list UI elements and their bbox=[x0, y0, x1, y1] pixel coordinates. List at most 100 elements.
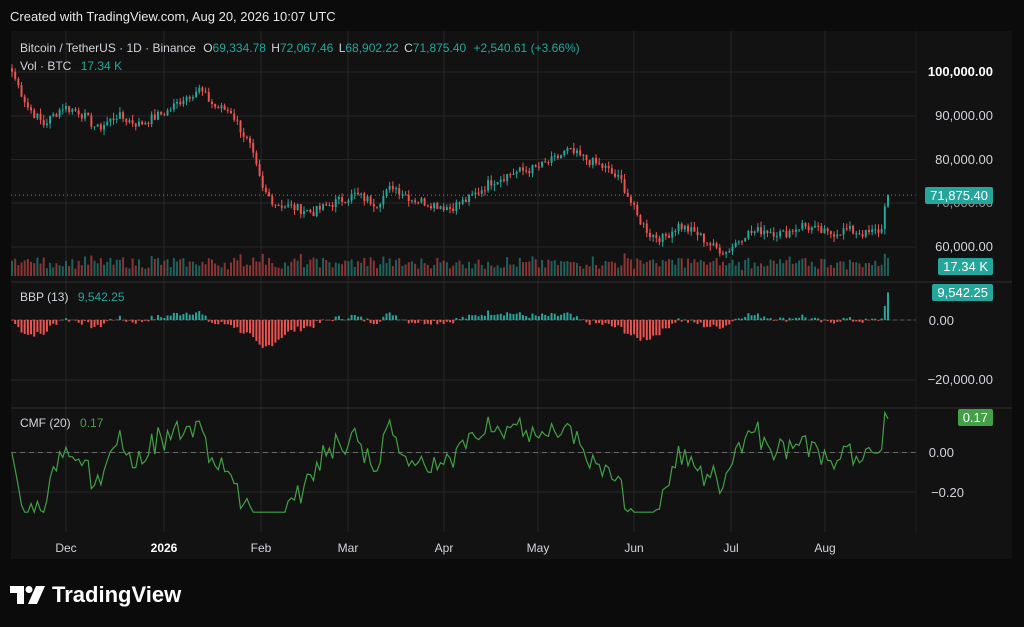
volume-bar bbox=[99, 258, 102, 276]
candle-body bbox=[550, 156, 553, 163]
volume-bar bbox=[214, 263, 217, 276]
volume-bar bbox=[42, 257, 45, 276]
tradingview-logo[interactable]: TradingView bbox=[10, 582, 181, 608]
candle-body bbox=[721, 253, 724, 255]
volume-bar bbox=[455, 262, 458, 276]
candle-body bbox=[826, 228, 829, 232]
bbp-bar bbox=[150, 315, 153, 320]
volume-bar bbox=[728, 263, 731, 276]
bbp-bar bbox=[839, 320, 842, 322]
bbp-bar bbox=[455, 317, 458, 320]
candle-body bbox=[429, 205, 432, 209]
volume-bar bbox=[715, 258, 718, 276]
volume-legend[interactable]: Vol · BTC 17.34 K bbox=[20, 59, 122, 73]
candle-body bbox=[648, 232, 651, 237]
candle-body bbox=[566, 147, 569, 151]
volume-bar bbox=[417, 268, 420, 276]
volume-bar bbox=[182, 258, 185, 276]
bbp-bar bbox=[671, 320, 674, 324]
bbp-bar bbox=[544, 314, 547, 320]
candle-body bbox=[404, 194, 407, 196]
volume-bar bbox=[823, 259, 826, 276]
cmf-legend[interactable]: CMF (20) 0.17 bbox=[20, 416, 103, 430]
candle-body bbox=[420, 198, 423, 203]
volume-bar bbox=[17, 265, 20, 276]
candle-body bbox=[655, 234, 658, 239]
candle-body bbox=[607, 165, 610, 169]
candle-body bbox=[617, 175, 620, 177]
bbp-bar bbox=[191, 314, 194, 320]
bbp-bar bbox=[725, 320, 728, 326]
bbp-bar bbox=[249, 320, 252, 334]
bbp-legend[interactable]: BBP (13) 9,542.25 bbox=[20, 290, 125, 304]
volume-bar bbox=[141, 267, 144, 276]
month-apr: Apr bbox=[434, 541, 454, 555]
volume-bar bbox=[261, 253, 264, 276]
bbp-bar bbox=[318, 320, 321, 323]
candle-body bbox=[490, 180, 493, 186]
volume-bar bbox=[122, 257, 125, 276]
volume-bar bbox=[661, 260, 664, 276]
candle-body bbox=[163, 114, 166, 116]
bbp-bar bbox=[864, 318, 867, 320]
volume-bar bbox=[191, 261, 194, 276]
volume-bar bbox=[147, 267, 150, 276]
candle-body bbox=[236, 119, 239, 121]
volume-bar bbox=[249, 265, 252, 276]
volume-bar bbox=[572, 261, 575, 276]
volume-bar bbox=[201, 261, 204, 276]
bbp-bar bbox=[157, 315, 159, 320]
candle-body bbox=[52, 114, 55, 116]
candle-body bbox=[509, 174, 512, 176]
volume-bar bbox=[791, 263, 794, 276]
bbp-bar bbox=[852, 320, 855, 322]
volume-bar bbox=[52, 267, 55, 276]
candle-body bbox=[376, 206, 378, 208]
volume-bar bbox=[680, 258, 683, 276]
bbp-bar bbox=[645, 320, 648, 341]
candle-body bbox=[176, 101, 179, 104]
bbp-bar bbox=[623, 320, 626, 334]
volume-bar bbox=[414, 263, 417, 276]
candle-body bbox=[753, 231, 756, 234]
bbp-bar bbox=[702, 320, 705, 328]
volume-bar bbox=[33, 263, 36, 276]
candle-body bbox=[226, 109, 229, 111]
candle-body bbox=[712, 243, 715, 246]
volume-bar bbox=[575, 263, 578, 276]
bbp-bar bbox=[652, 320, 655, 336]
bbp-bar bbox=[103, 320, 106, 324]
bbp-bar bbox=[620, 320, 623, 327]
volume-bar bbox=[861, 267, 864, 276]
candle-body bbox=[74, 108, 77, 111]
price-tick-80000: 80,000.00 bbox=[935, 152, 993, 167]
bbp-bar bbox=[766, 318, 769, 320]
candle-body bbox=[334, 199, 337, 207]
bbp-bar bbox=[788, 317, 791, 320]
volume-bar bbox=[788, 256, 791, 276]
chart-panel[interactable] bbox=[11, 31, 1012, 559]
volume-bar bbox=[410, 261, 413, 276]
bbp-bar bbox=[258, 320, 261, 345]
bbp-bar bbox=[420, 320, 423, 321]
bbp-bar bbox=[772, 320, 775, 321]
bbp-bar bbox=[52, 320, 55, 324]
candle-body bbox=[128, 120, 131, 122]
bbp-bar bbox=[74, 320, 77, 321]
candle-body bbox=[455, 202, 458, 212]
candle-body bbox=[80, 114, 83, 119]
candle-body bbox=[836, 234, 839, 237]
symbol-legend[interactable]: Bitcoin / TetherUS · 1D · Binance O69,33… bbox=[20, 41, 580, 55]
volume-bar bbox=[480, 264, 483, 276]
candle-body bbox=[639, 214, 642, 225]
candle-body bbox=[239, 120, 242, 133]
candle-body bbox=[674, 230, 677, 232]
candle-body bbox=[471, 194, 474, 196]
candle-body bbox=[537, 166, 540, 168]
bbp-bar bbox=[201, 314, 204, 320]
volume-bar bbox=[226, 269, 229, 276]
volume-bar bbox=[639, 260, 642, 276]
close-label: C bbox=[404, 41, 413, 55]
candle-body bbox=[30, 107, 33, 111]
